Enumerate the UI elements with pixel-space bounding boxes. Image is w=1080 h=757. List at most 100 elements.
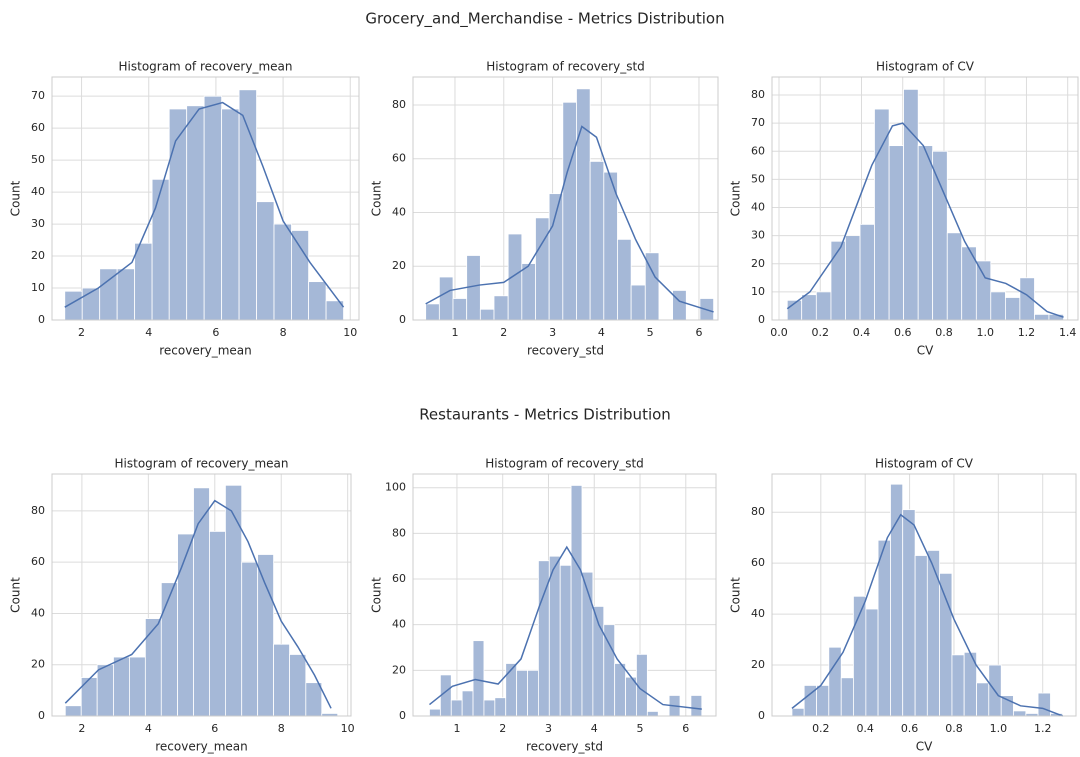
y-tick-label: 60: [751, 556, 765, 569]
kde-line: [791, 513, 1063, 717]
x-tick-label: 5: [637, 722, 644, 735]
histogram-bar: [990, 291, 1006, 321]
x-tick-label: 1.2: [1034, 722, 1052, 735]
y-tick-label: 40: [392, 618, 406, 631]
histogram-bar: [559, 564, 572, 717]
y-tick-label: 0: [399, 313, 406, 326]
x-tick-label: 10: [341, 722, 355, 735]
y-tick-label: 20: [31, 658, 45, 671]
x-tick-label: 6: [211, 722, 218, 735]
y-tick-label: 60: [31, 121, 45, 134]
x-tick-label: 6: [212, 326, 219, 339]
x-tick-label: 8: [280, 326, 287, 339]
histogram-bar: [177, 533, 194, 717]
histogram-bar: [308, 281, 327, 321]
histogram-bar: [203, 95, 223, 321]
histogram-bar: [801, 294, 817, 321]
histogram-bar: [134, 242, 153, 321]
histogram-bar: [144, 618, 162, 717]
histogram-bar: [80, 677, 98, 717]
histogram-bar: [450, 699, 463, 717]
histogram-bar: [305, 682, 323, 717]
histogram-bar: [257, 554, 274, 717]
y-tick-label: 20: [392, 259, 406, 272]
x-tick-label: 3: [549, 326, 556, 339]
histogram-bar: [902, 509, 916, 717]
histogram-bar: [291, 230, 310, 321]
y-tick-label: 60: [31, 555, 45, 568]
y-tick-label: 50: [31, 153, 45, 166]
y-tick-label: 60: [392, 152, 406, 165]
histogram-bar: [494, 697, 507, 717]
y-tick-label: 20: [751, 257, 765, 270]
histogram-bar: [479, 308, 495, 321]
histogram-bar: [96, 664, 114, 717]
x-tick-label: 0.2: [812, 326, 830, 339]
x-tick-label: 0.0: [770, 326, 788, 339]
x-tick-label: 4: [591, 722, 598, 735]
x-axis-label: recovery_std: [527, 344, 604, 358]
x-tick-label: 5: [647, 326, 654, 339]
histogram-bar: [903, 88, 919, 321]
x-axis-label: CV: [916, 740, 933, 754]
histogram-bar: [975, 260, 992, 321]
chart-title: Histogram of CV: [875, 457, 974, 471]
x-tick-label: 3: [545, 722, 552, 735]
y-tick-label: 80: [392, 98, 406, 111]
histogram-bar: [859, 223, 875, 321]
y-tick-label: 80: [751, 88, 765, 101]
axes-frame: [771, 473, 1077, 717]
y-tick-label: 0: [758, 313, 765, 326]
histogram-bar: [562, 101, 577, 321]
x-axis-label: CV: [917, 344, 934, 358]
histogram-bar: [452, 298, 468, 321]
histogram-bar: [646, 711, 659, 717]
y-axis-label: Count: [729, 577, 743, 613]
x-tick-label: 2: [499, 722, 506, 735]
histogram-bar: [914, 555, 928, 717]
histogram-bar: [493, 295, 509, 321]
histogram-bar: [438, 276, 454, 321]
histogram-bar: [589, 161, 605, 321]
histogram-bar: [1000, 695, 1014, 717]
y-tick-label: 0: [758, 709, 765, 722]
x-axis-label: recovery_std: [526, 740, 603, 754]
histogram-bar: [576, 88, 591, 321]
histogram-bar: [429, 708, 441, 717]
x-axis-label: recovery_mean: [159, 344, 252, 358]
kde-line: [429, 545, 702, 710]
y-tick-label: 10: [751, 285, 765, 298]
histogram-bar: [932, 150, 948, 321]
y-tick-label: 40: [392, 205, 406, 218]
histogram-bar: [690, 695, 703, 717]
histogram-bar: [151, 178, 170, 321]
axes-frame: [412, 76, 719, 321]
y-axis-label: Count: [729, 180, 743, 216]
histogram-bar: [209, 531, 226, 717]
y-tick-label: 80: [751, 505, 765, 518]
histogram-bar: [874, 108, 890, 321]
histogram-bar: [129, 656, 146, 717]
y-tick-label: 40: [31, 185, 45, 198]
histogram-bar: [505, 663, 518, 717]
histogram-bar: [939, 572, 953, 717]
histogram-bar: [241, 561, 259, 717]
y-tick-label: 40: [751, 607, 765, 620]
y-tick-label: 60: [751, 144, 765, 157]
x-tick-label: 2: [78, 326, 85, 339]
y-tick-label: 10: [31, 281, 45, 294]
histogram-bar: [630, 284, 646, 321]
histogram-bar: [816, 685, 830, 717]
histogram-bar: [1005, 297, 1021, 321]
y-tick-label: 20: [392, 663, 406, 676]
y-axis-label: Count: [370, 180, 384, 216]
y-tick-label: 40: [751, 201, 765, 214]
histogram-bar: [976, 682, 990, 717]
x-tick-label: 2: [78, 722, 85, 735]
y-tick-label: 40: [31, 606, 45, 619]
y-axis-label: Count: [9, 577, 23, 613]
histogram-bar: [273, 643, 290, 717]
histogram-bar: [535, 217, 550, 321]
histogram-bar: [614, 663, 626, 717]
axes-frame: [412, 473, 717, 717]
